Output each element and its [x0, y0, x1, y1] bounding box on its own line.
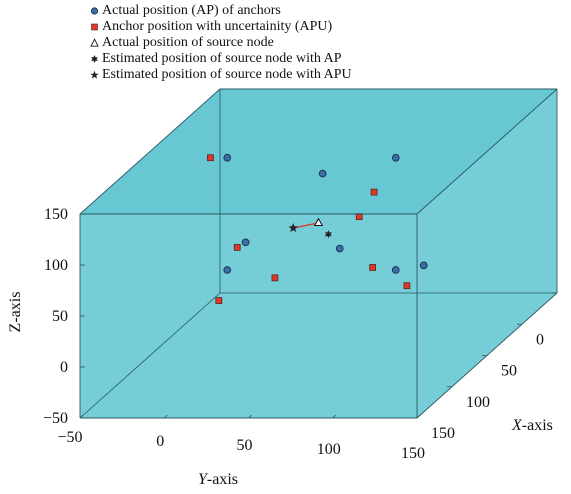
point-circle-7	[419, 261, 428, 270]
y-tick-label: −50	[57, 429, 82, 446]
y-tick-label: 50	[237, 437, 253, 454]
legend-item-estimated-ap: Estimated position of source node with A…	[90, 51, 352, 67]
point-circle-0	[223, 153, 232, 162]
hexagram-marker-icon	[90, 53, 99, 65]
box-inner-edge	[79, 292, 221, 419]
point-square-1	[370, 188, 378, 196]
point-circle-5	[223, 266, 232, 274]
z-tick-label: 150	[44, 206, 68, 223]
y-axis-label: Y-axis	[198, 471, 238, 488]
point-square-0	[207, 154, 214, 162]
legend-item-estimated-apu: Estimated position of source node with A…	[90, 67, 352, 83]
point-square-7	[403, 282, 411, 290]
legend-label: Actual position of source node	[102, 35, 274, 50]
point-star6-0	[324, 230, 332, 239]
legend: Actual position (AP) of anchors Anchor p…	[90, 3, 352, 83]
z-tick-label: 100	[44, 257, 68, 274]
z-tick-label: −50	[43, 410, 68, 427]
x-tick-label: 150	[431, 425, 455, 442]
x-tick-label: 50	[501, 363, 517, 380]
y-tick-mark	[248, 414, 252, 419]
y-tick-label: 150	[401, 445, 425, 462]
y-tick-mark	[416, 414, 421, 419]
legend-label: Estimated position of source node with A…	[102, 51, 342, 66]
x-tick-label: 0	[536, 331, 544, 348]
point-star5-0	[288, 223, 298, 232]
star-marker-icon	[90, 69, 99, 81]
data-marks	[207, 153, 428, 304]
legend-item-ap: Actual position (AP) of anchors	[90, 3, 352, 19]
circle-marker-icon	[90, 5, 99, 17]
box-edge	[79, 88, 221, 215]
point-circle-4	[318, 169, 327, 178]
y-tick-mark	[163, 414, 168, 419]
z-tick-label: 50	[52, 308, 68, 325]
legend-label: Actual position (AP) of anchors	[102, 3, 281, 18]
point-square-3	[355, 213, 363, 220]
error-line	[293, 222, 319, 229]
box-top-face	[80, 89, 557, 214]
y-tick-mark	[79, 414, 84, 419]
point-square-2	[233, 244, 241, 251]
legend-label: Anchor position with uncertainity (APU)	[102, 19, 333, 34]
point-circle-2	[335, 244, 344, 253]
y-tick-label: 100	[317, 441, 341, 458]
point-square-5	[369, 264, 377, 271]
x-axis-label: X-axis	[511, 417, 553, 434]
point-square-4	[271, 274, 279, 282]
point-circle-1	[391, 153, 400, 162]
legend-label: Estimated position of source node with A…	[102, 67, 352, 82]
y-tick-mark	[332, 414, 337, 419]
legend-item-apu: Anchor position with uncertainity (APU)	[90, 19, 352, 35]
z-tick-label: 0	[60, 359, 68, 376]
x-tick-label: 100	[466, 394, 490, 411]
point-circle-6	[391, 266, 400, 274]
y-tick-label: 0	[156, 433, 164, 450]
box-back-faces	[79, 89, 557, 419]
square-marker-icon	[90, 21, 99, 33]
point-triangle-0	[313, 217, 324, 226]
legend-item-actual-source: Actual position of source node	[90, 35, 352, 51]
z-axis-label: Z-axis	[7, 292, 24, 333]
box-edge	[416, 88, 558, 215]
point-square-6	[215, 297, 223, 304]
box-bottom-face	[80, 293, 557, 418]
triangle-marker-icon	[90, 37, 99, 49]
point-circle-3	[241, 238, 250, 247]
